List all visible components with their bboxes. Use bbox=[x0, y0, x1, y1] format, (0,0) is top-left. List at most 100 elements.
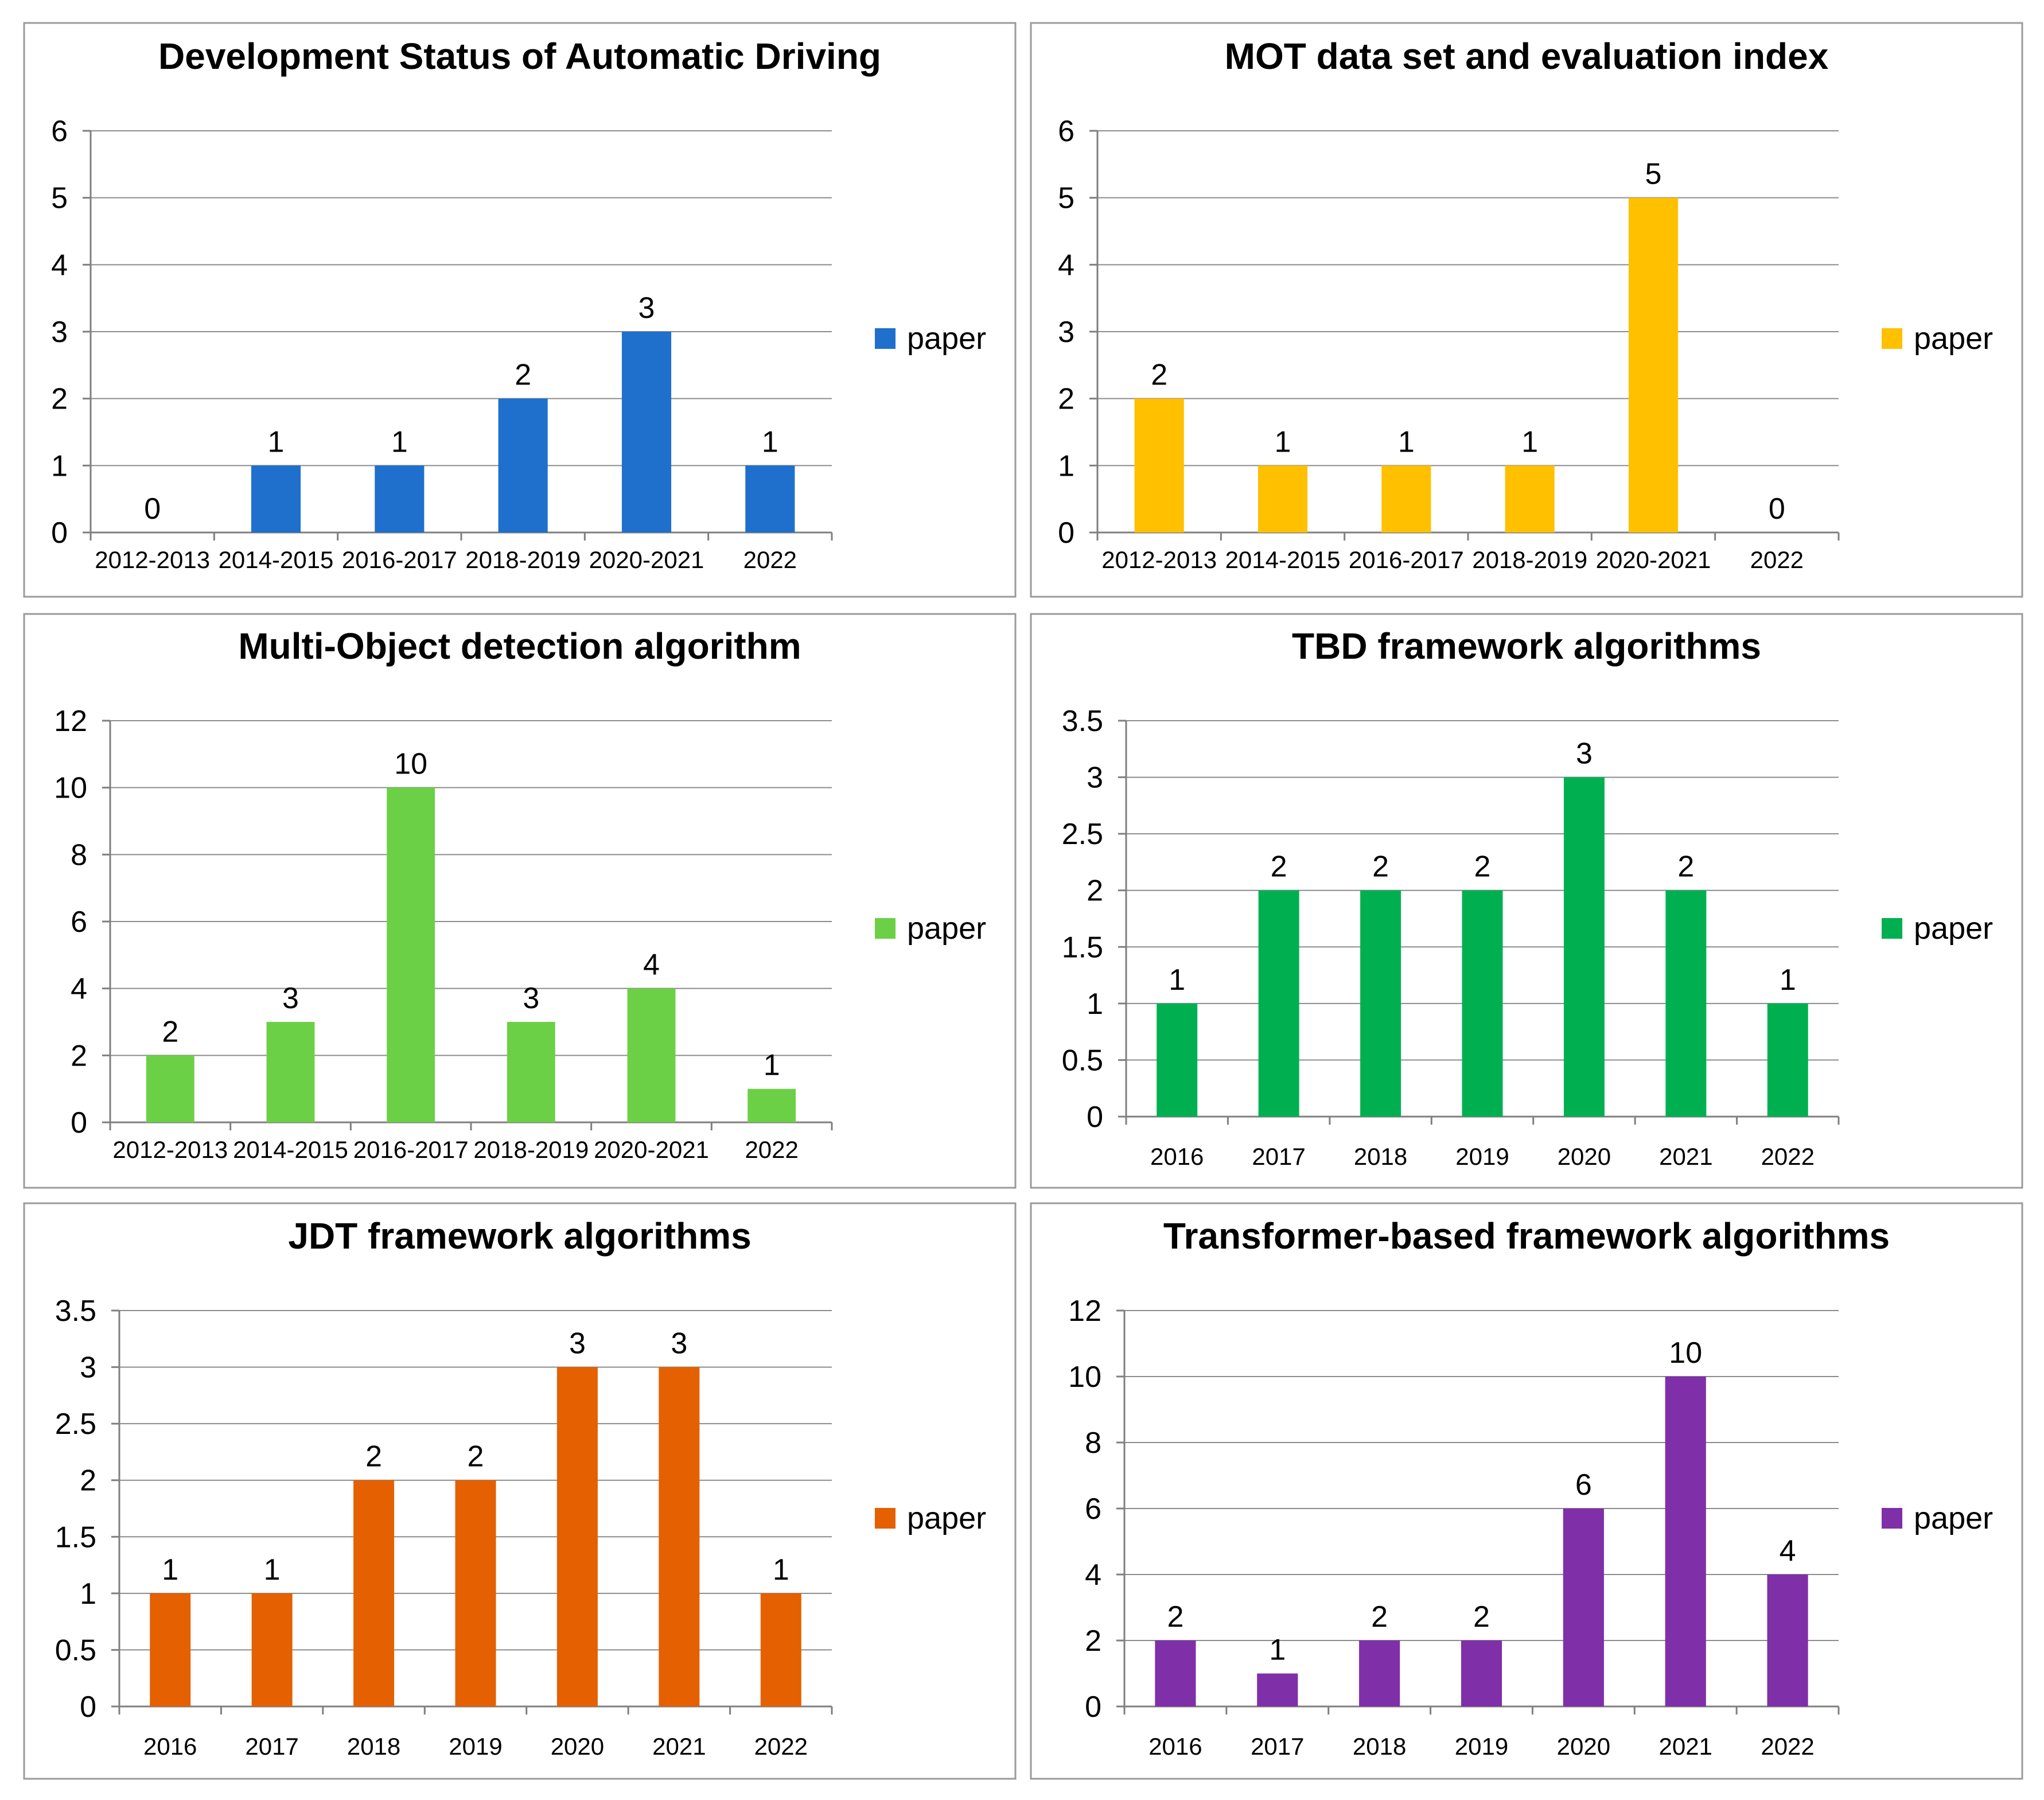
bar[interactable] bbox=[1381, 465, 1431, 532]
bar[interactable] bbox=[1134, 398, 1184, 532]
x-tick-label: 2020 bbox=[1557, 1733, 1610, 1760]
data-label: 2 bbox=[1474, 850, 1491, 884]
x-tick-label: 2019 bbox=[449, 1733, 502, 1760]
x-tick-label: 2012-2013 bbox=[95, 546, 210, 573]
data-label: 2 bbox=[1371, 1600, 1388, 1634]
data-label: 5 bbox=[1645, 158, 1662, 191]
panel-border bbox=[1030, 1202, 2023, 1780]
y-tick-label: 4 bbox=[1058, 248, 1074, 282]
bar[interactable] bbox=[747, 1088, 796, 1122]
bar[interactable] bbox=[1461, 1640, 1502, 1706]
bar[interactable] bbox=[1767, 1574, 1808, 1706]
y-tick-label: 10 bbox=[54, 772, 87, 805]
data-label: 2 bbox=[162, 1015, 178, 1048]
x-tick-label: 2018-2019 bbox=[1472, 546, 1587, 573]
y-tick-label: 12 bbox=[1068, 1294, 1101, 1328]
chart-title: TBD framework algorithms bbox=[1292, 625, 1761, 667]
x-tick-label: 2018-2019 bbox=[473, 1136, 589, 1163]
x-tick-label: 2019 bbox=[1455, 1733, 1508, 1760]
y-tick-label: 0.5 bbox=[55, 1634, 96, 1667]
bar[interactable] bbox=[455, 1480, 496, 1706]
legend: paper bbox=[1882, 911, 1993, 946]
y-tick-label: 0 bbox=[1058, 516, 1074, 550]
data-label: 1 bbox=[1398, 425, 1415, 458]
data-label: 10 bbox=[1669, 1336, 1702, 1370]
bar[interactable] bbox=[266, 1022, 315, 1122]
data-label: 2 bbox=[1677, 850, 1694, 884]
bar[interactable] bbox=[1257, 1673, 1298, 1707]
data-label: 2 bbox=[1473, 1600, 1490, 1634]
data-label: 3 bbox=[569, 1327, 586, 1360]
legend-label: paper bbox=[907, 1501, 986, 1535]
bar[interactable] bbox=[1157, 1003, 1198, 1117]
x-tick-label: 2022 bbox=[743, 546, 797, 573]
bar[interactable] bbox=[387, 787, 435, 1122]
data-label: 3 bbox=[671, 1327, 687, 1360]
bar[interactable] bbox=[621, 332, 672, 532]
x-tick-label: 2014-2015 bbox=[1225, 546, 1341, 573]
legend: paper bbox=[875, 321, 986, 356]
data-label: 1 bbox=[764, 1049, 780, 1082]
bar[interactable] bbox=[760, 1593, 801, 1706]
bar[interactable] bbox=[1462, 890, 1503, 1117]
data-label: 6 bbox=[1575, 1468, 1592, 1502]
x-tick-label: 2018 bbox=[347, 1733, 400, 1760]
bar[interactable] bbox=[498, 398, 548, 532]
x-tick-label: 2012-2013 bbox=[1101, 546, 1217, 573]
bar[interactable] bbox=[375, 465, 425, 532]
bar[interactable] bbox=[1359, 1640, 1400, 1706]
x-tick-label: 2018 bbox=[1353, 1733, 1406, 1760]
y-tick-label: 4 bbox=[71, 973, 87, 1006]
x-tick-label: 2016-2017 bbox=[1349, 546, 1464, 573]
y-tick-label: 0.5 bbox=[1062, 1044, 1103, 1077]
legend-swatch bbox=[875, 918, 896, 939]
x-tick-label: 2018-2019 bbox=[465, 546, 581, 573]
bar[interactable] bbox=[251, 1593, 293, 1706]
bar[interactable] bbox=[1665, 1377, 1706, 1706]
legend-swatch bbox=[875, 328, 896, 349]
y-tick-label: 0 bbox=[1085, 1690, 1101, 1724]
bar[interactable] bbox=[1563, 777, 1605, 1117]
data-label: 1 bbox=[268, 425, 285, 458]
x-tick-label: 2014-2015 bbox=[219, 546, 334, 573]
bar[interactable] bbox=[627, 988, 676, 1122]
bar[interactable] bbox=[1258, 890, 1299, 1117]
bar[interactable] bbox=[1360, 890, 1401, 1117]
bar[interactable] bbox=[146, 1055, 194, 1122]
bar[interactable] bbox=[353, 1480, 395, 1706]
data-label: 2 bbox=[1271, 850, 1287, 884]
x-tick-label: 2021 bbox=[1659, 1143, 1712, 1170]
chart-title: Development Status of Automatic Driving bbox=[158, 36, 881, 77]
data-label: 10 bbox=[394, 748, 427, 781]
y-tick-label: 3 bbox=[80, 1351, 96, 1385]
x-tick-label: 2022 bbox=[1761, 1733, 1814, 1760]
bar[interactable] bbox=[1563, 1509, 1604, 1706]
legend-label: paper bbox=[1914, 1501, 1993, 1535]
y-tick-label: 3.5 bbox=[1062, 705, 1103, 738]
y-tick-label: 6 bbox=[51, 115, 68, 148]
bar[interactable] bbox=[251, 465, 301, 532]
y-tick-label: 1.5 bbox=[55, 1521, 96, 1554]
bar[interactable] bbox=[150, 1593, 191, 1706]
bar[interactable] bbox=[507, 1022, 555, 1122]
chart-panel-3: Multi-Object detection algorithm 0 2 4 6 8 10 1… bbox=[23, 613, 1017, 1189]
bar[interactable] bbox=[556, 1367, 598, 1706]
bar[interactable] bbox=[745, 465, 795, 532]
chart-title: Transformer-based framework algorithms bbox=[1163, 1215, 1890, 1257]
bar[interactable] bbox=[659, 1367, 700, 1706]
y-tick-label: 8 bbox=[1085, 1426, 1101, 1460]
bar[interactable] bbox=[1665, 890, 1707, 1117]
bar[interactable] bbox=[1767, 1003, 1808, 1117]
bar[interactable] bbox=[1257, 465, 1308, 532]
bar[interactable] bbox=[1155, 1640, 1196, 1706]
data-label: 1 bbox=[1169, 963, 1185, 997]
y-tick-label: 1 bbox=[80, 1577, 96, 1611]
data-label: 1 bbox=[162, 1553, 178, 1587]
bar[interactable] bbox=[1628, 197, 1679, 533]
data-label: 2 bbox=[1151, 359, 1167, 392]
y-tick-label: 1.5 bbox=[1062, 931, 1103, 964]
bar[interactable] bbox=[1505, 465, 1555, 532]
x-tick-label: 2018 bbox=[1354, 1143, 1407, 1170]
x-tick-label: 2020-2021 bbox=[589, 546, 704, 573]
